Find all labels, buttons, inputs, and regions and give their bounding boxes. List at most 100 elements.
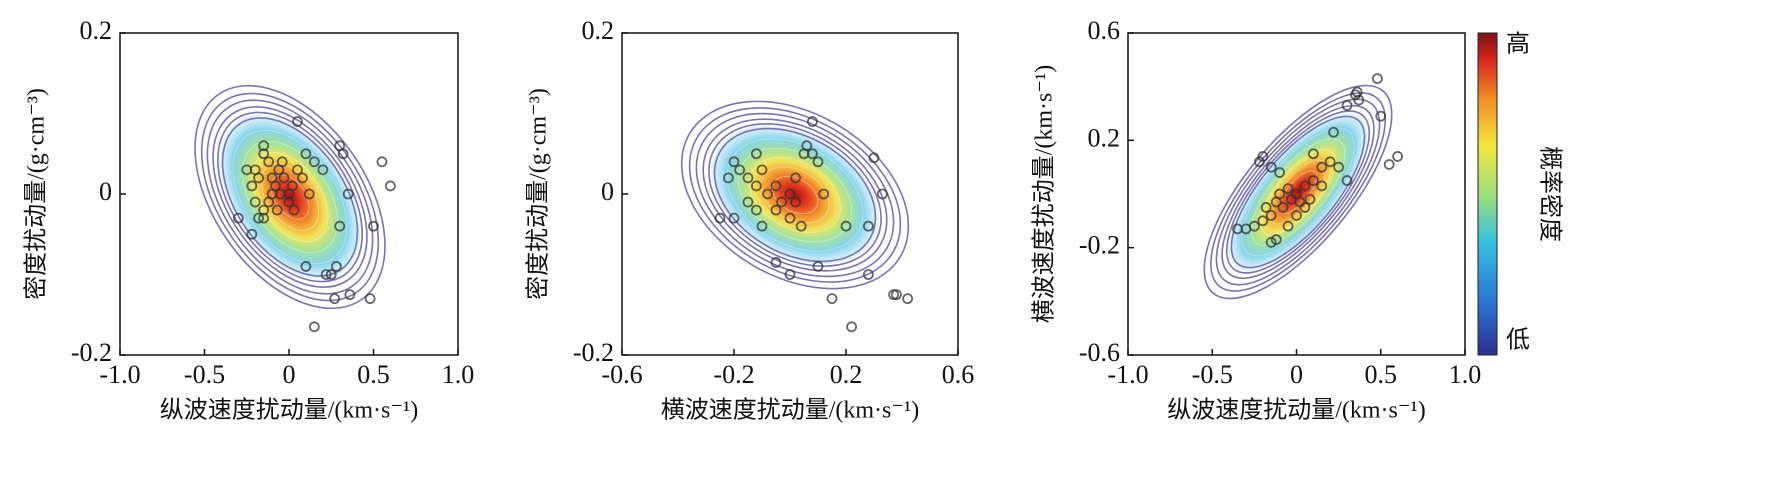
data-point bbox=[246, 180, 258, 192]
contour bbox=[680, 100, 910, 290]
data-point bbox=[795, 220, 807, 232]
data-point bbox=[232, 212, 244, 224]
data-point bbox=[877, 188, 888, 200]
y-tick-label: -0.2 bbox=[71, 338, 112, 367]
data-point bbox=[1254, 156, 1265, 168]
contour bbox=[1241, 127, 1355, 257]
x-axis-label: 纵波速度扰动量/(km·s⁻¹) bbox=[160, 397, 419, 424]
data-point bbox=[807, 148, 818, 160]
data-point bbox=[1291, 210, 1302, 221]
data-point bbox=[266, 188, 278, 200]
data-point bbox=[292, 164, 303, 176]
data-point bbox=[751, 204, 762, 216]
data-point bbox=[1328, 126, 1339, 138]
data-point bbox=[863, 269, 874, 280]
data-point bbox=[812, 261, 824, 272]
data-point bbox=[1316, 161, 1328, 173]
data-point bbox=[241, 164, 253, 176]
data-point bbox=[1307, 175, 1319, 186]
data-point bbox=[344, 289, 356, 301]
colorbar-label: 概率密度 bbox=[1536, 146, 1563, 242]
x-tick-label: 1.0 bbox=[442, 360, 475, 389]
data-point bbox=[1316, 180, 1328, 192]
data-point bbox=[1324, 156, 1336, 168]
contour bbox=[1250, 138, 1346, 246]
contour bbox=[713, 127, 877, 263]
x-tick-label: -0.5 bbox=[1192, 360, 1233, 389]
data-point bbox=[1333, 161, 1345, 173]
data-point bbox=[1282, 183, 1294, 195]
x-tick-label: 0.5 bbox=[1365, 360, 1398, 389]
data-point bbox=[1375, 110, 1387, 122]
data-point bbox=[253, 172, 264, 184]
contour bbox=[688, 107, 902, 283]
data-point bbox=[303, 188, 315, 200]
data-point bbox=[790, 196, 801, 208]
data-point bbox=[286, 180, 298, 192]
data-point bbox=[1307, 148, 1319, 160]
x-tick-label: -0.5 bbox=[184, 360, 225, 389]
data-point bbox=[334, 220, 346, 232]
data-point bbox=[734, 164, 745, 176]
data-point bbox=[1392, 151, 1403, 162]
data-point bbox=[801, 140, 813, 152]
data-point bbox=[297, 172, 308, 184]
data-point bbox=[364, 293, 376, 305]
contour bbox=[217, 111, 363, 283]
data-point bbox=[840, 220, 852, 232]
contour bbox=[194, 84, 386, 310]
contour bbox=[212, 106, 368, 288]
data-point bbox=[751, 180, 762, 192]
data-point bbox=[1274, 167, 1286, 178]
data-point bbox=[770, 257, 782, 268]
x-tick-label: 0.2 bbox=[830, 360, 863, 389]
contour bbox=[1269, 159, 1327, 225]
contour bbox=[749, 157, 841, 233]
contour bbox=[1225, 110, 1371, 274]
data-point bbox=[1260, 202, 1272, 213]
x-tick-label: 0.5 bbox=[357, 360, 390, 389]
x-tick-label: -1.0 bbox=[99, 360, 140, 389]
y-axis-label: 密度扰动量/(g·cm⁻³) bbox=[525, 88, 552, 300]
data-point bbox=[776, 196, 787, 208]
data-point bbox=[300, 148, 312, 160]
data-point bbox=[246, 228, 258, 240]
x-tick-label: -0.6 bbox=[601, 360, 642, 389]
x-tick-label: 1.0 bbox=[1449, 360, 1482, 389]
contour bbox=[1260, 148, 1336, 236]
data-point bbox=[756, 220, 768, 232]
data-point bbox=[1341, 175, 1353, 186]
y-tick-label: -0.2 bbox=[1079, 231, 1120, 260]
x-tick-label: 0 bbox=[1290, 360, 1303, 389]
contour bbox=[702, 118, 888, 272]
data-point bbox=[728, 156, 740, 168]
data-point bbox=[342, 188, 354, 200]
data-point bbox=[784, 269, 796, 280]
data-point bbox=[271, 204, 283, 216]
data-point bbox=[258, 204, 270, 216]
density-fill bbox=[1228, 113, 1368, 271]
data-point bbox=[891, 289, 902, 301]
data-point bbox=[723, 172, 734, 184]
data-point bbox=[300, 261, 312, 272]
data-point bbox=[325, 269, 337, 280]
data-point bbox=[384, 180, 396, 192]
data-point bbox=[1304, 193, 1316, 205]
contour bbox=[708, 123, 882, 267]
data-point bbox=[863, 220, 874, 232]
data-point bbox=[826, 293, 838, 305]
data-point bbox=[784, 188, 796, 200]
colorbar-high: 高 bbox=[1506, 31, 1530, 58]
y-tick-label: -0.2 bbox=[573, 338, 614, 367]
colorbar-low: 低 bbox=[1506, 327, 1530, 354]
data-point bbox=[1353, 94, 1365, 106]
data-point bbox=[1265, 161, 1277, 173]
density-contours bbox=[1203, 84, 1393, 300]
data-point bbox=[728, 212, 740, 224]
y-tick-label: 0 bbox=[601, 177, 614, 206]
data-point bbox=[868, 152, 880, 164]
data-point bbox=[330, 261, 342, 272]
data-point bbox=[714, 212, 726, 224]
data-point bbox=[751, 148, 762, 160]
